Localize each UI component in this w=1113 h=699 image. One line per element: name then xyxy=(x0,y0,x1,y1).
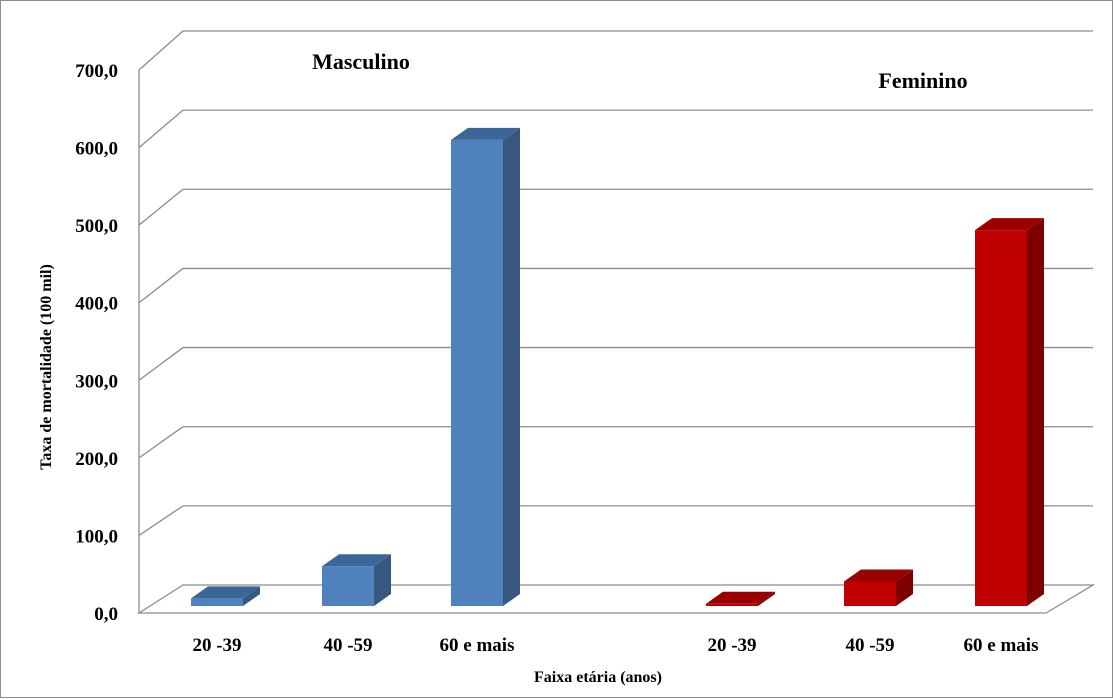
gridline-diagonal xyxy=(138,109,184,149)
gridline-diagonal xyxy=(138,267,184,304)
y-tick-label: 500,0 xyxy=(75,216,118,237)
bar-top xyxy=(706,591,775,604)
panel-titles: Masculino Feminino xyxy=(312,49,968,93)
bar-side xyxy=(374,554,391,606)
x-axis-title: Faixa etária (anos) xyxy=(534,669,662,686)
bar-front xyxy=(191,598,243,606)
bar-top xyxy=(844,569,913,582)
gridlines xyxy=(138,30,1093,536)
bar-side xyxy=(758,591,775,606)
bar-top xyxy=(451,127,520,140)
bar-side xyxy=(503,127,520,606)
floor xyxy=(136,584,1096,614)
bar xyxy=(322,554,391,606)
group-title: Masculino xyxy=(312,49,410,74)
gridline-diagonal xyxy=(138,188,184,226)
y-tick-label: 400,0 xyxy=(75,294,118,315)
bar-top xyxy=(322,554,391,567)
x-category-label: 60 e mais xyxy=(964,635,1039,656)
x-category-label: 20 -39 xyxy=(707,635,756,656)
bar-front xyxy=(706,603,758,606)
gridline-diagonal xyxy=(138,505,184,536)
bar xyxy=(844,569,913,606)
y-tick-label: 0,0 xyxy=(94,604,118,625)
gridline-diagonal xyxy=(138,30,184,71)
bar xyxy=(706,591,775,606)
bar-front xyxy=(844,581,896,606)
chart-walls xyxy=(136,70,1096,614)
bar xyxy=(451,127,520,606)
bar xyxy=(191,586,260,606)
group-title: Feminino xyxy=(878,68,967,93)
y-tick-label: 700,0 xyxy=(75,61,118,82)
x-category-label: 20 -39 xyxy=(192,635,241,656)
gridline-diagonal xyxy=(138,347,184,381)
bar-front xyxy=(322,566,374,606)
x-category-label: 40 -59 xyxy=(323,635,372,656)
y-tick-label: 300,0 xyxy=(75,371,118,392)
bar-top xyxy=(975,218,1044,231)
bar-side xyxy=(1027,218,1044,606)
x-category-label: 40 -59 xyxy=(845,635,894,656)
y-tick-labels: 0,0 100,0 200,0 300,0 400,0 500,0 600,0 700,0 xyxy=(75,61,118,625)
bar-front xyxy=(975,230,1027,606)
bar-front xyxy=(451,139,503,606)
bar-side xyxy=(896,569,913,606)
bar xyxy=(975,218,1044,606)
y-axis-title: Taxa de mortalidade (100 mil) xyxy=(38,264,55,470)
y-tick-label: 100,0 xyxy=(75,526,118,547)
y-tick-label: 200,0 xyxy=(75,449,118,470)
y-tick-label: 600,0 xyxy=(75,139,118,160)
bar-side xyxy=(243,586,260,606)
x-category-labels: 20 -39 40 -59 60 e mais 20 -39 40 -59 60 e ma… xyxy=(192,635,1038,656)
bars xyxy=(191,127,1044,606)
gridline-diagonal xyxy=(138,426,184,459)
x-category-label: 60 e mais xyxy=(440,635,515,656)
bar-top xyxy=(191,586,260,599)
